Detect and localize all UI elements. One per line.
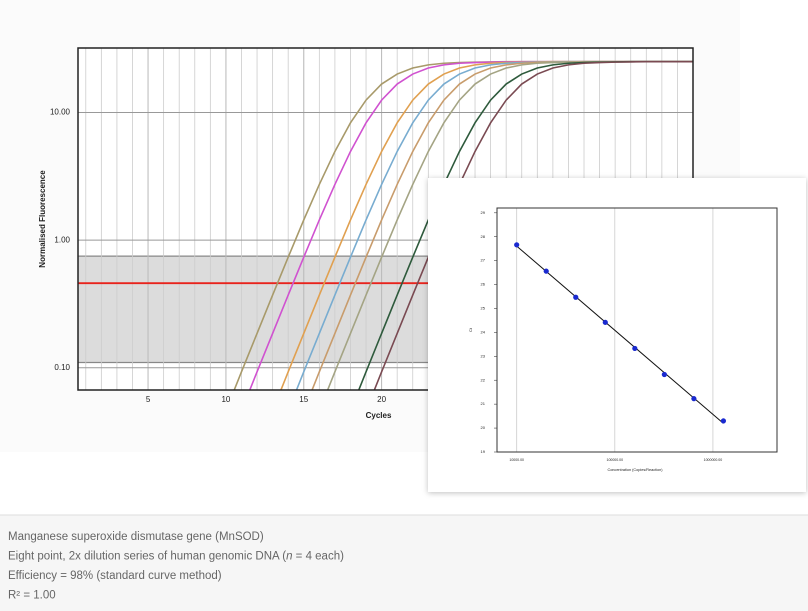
caption-part: n xyxy=(286,551,292,563)
inset-chart: 10000.00 100000.00 1000000.00 19 20 21 22 23 24 2… xyxy=(468,207,778,472)
y-axis-label: Normalised Fluorescence xyxy=(38,170,47,268)
point xyxy=(573,294,579,300)
y-tick-label: 28 xyxy=(481,234,486,239)
point xyxy=(602,319,608,325)
y-tick-label: 29 xyxy=(481,210,486,215)
y-tick-label: 20 xyxy=(481,425,486,430)
caption-line: R² = 1.00 xyxy=(8,590,56,602)
caption: Manganese superoxide dismutase gene (MnS… xyxy=(8,531,344,602)
x-tick-label: 20 xyxy=(377,395,386,404)
x-tick-label: 1000000.00 xyxy=(704,458,723,462)
y-axis-label: Ct xyxy=(468,327,473,332)
y-tick-label: 24 xyxy=(481,329,486,334)
y-tick-label: 19 xyxy=(481,449,486,454)
x-tick-label: 5 xyxy=(146,395,151,404)
y-tick-label: 26 xyxy=(481,282,486,287)
point xyxy=(632,345,638,352)
caption-part: Eight point, 2x dilution series of human… xyxy=(8,551,286,563)
point xyxy=(691,396,697,402)
curves xyxy=(233,60,693,390)
y-tick-label: 22 xyxy=(481,377,486,382)
point xyxy=(720,418,727,424)
caption-line: Eight point, 2x dilution series of human… xyxy=(8,551,344,563)
caption-panel xyxy=(0,515,808,611)
y-tick-label: 1.00 xyxy=(54,235,70,244)
caption-line: Manganese superoxide dismutase gene (MnS… xyxy=(8,531,264,543)
y-tick-label: 10.00 xyxy=(50,108,71,117)
x-tick-label: 100000.00 xyxy=(607,458,624,462)
point xyxy=(661,371,667,378)
y-tick-label: 0.10 xyxy=(54,363,70,372)
y-tick-label: 23 xyxy=(481,353,486,358)
caption-part: = 4 each) xyxy=(292,551,344,563)
x-tick-label: 10000.00 xyxy=(509,458,524,462)
point xyxy=(514,242,520,248)
y-tick-label: 21 xyxy=(481,401,486,406)
inset-card xyxy=(428,178,806,492)
x-axis-label: Cycles xyxy=(366,411,392,420)
point xyxy=(543,268,549,274)
amplification-curve xyxy=(373,60,693,390)
caption-line: Efficiency = 98% (standard curve method) xyxy=(8,570,222,582)
x-axis-label: Concentration (Copies/Reaction) xyxy=(607,468,663,472)
x-tick-label: 10 xyxy=(221,395,230,404)
fit-line xyxy=(516,245,724,424)
plot-frame xyxy=(496,207,778,453)
y-tick-label: 25 xyxy=(481,306,486,311)
y-tick-label: 27 xyxy=(481,258,486,263)
x-tick-label: 15 xyxy=(299,395,308,404)
